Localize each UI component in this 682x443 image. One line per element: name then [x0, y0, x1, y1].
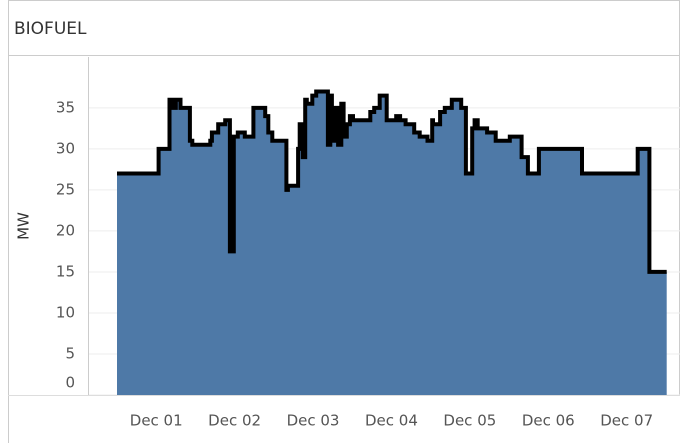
chart-title: BIOFUEL	[14, 19, 87, 39]
x-tick-label: Dec 06	[522, 412, 575, 430]
y-tick-label: 20	[56, 221, 75, 239]
y-tick-label: 0	[65, 374, 75, 392]
x-tick-label: Dec 01	[130, 412, 183, 430]
line	[117, 89, 667, 274]
header-box	[8, 0, 680, 56]
x-tick-label: Dec 03	[287, 412, 340, 430]
y-tick-label: 5	[65, 344, 75, 362]
x-tick-label: Dec 04	[365, 412, 418, 430]
y-tick-label: 15	[56, 262, 75, 280]
y-tick-label: 30	[56, 139, 75, 157]
area	[117, 91, 667, 395]
y-tick-label: 35	[56, 98, 75, 116]
x-tick-label: Dec 07	[600, 412, 653, 430]
y-axis-label: MW	[15, 212, 33, 240]
x-tick-label: Dec 05	[443, 412, 496, 430]
y-tick-label: 25	[56, 180, 75, 198]
y-tick-label: 10	[56, 303, 75, 321]
x-tick-label: Dec 02	[208, 412, 261, 430]
